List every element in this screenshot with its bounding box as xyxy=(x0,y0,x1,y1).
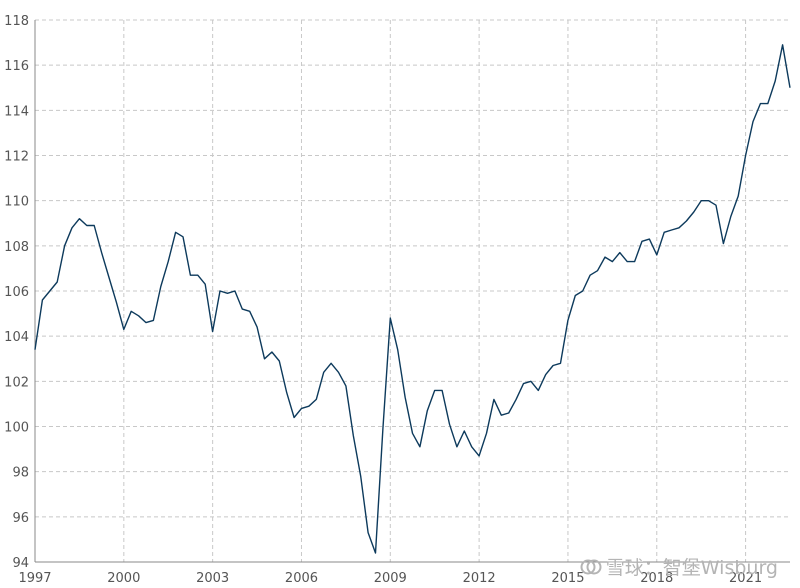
x-tick-label: 1997 xyxy=(18,571,51,586)
watermark-text: 雪球：智堡Wisburg xyxy=(605,557,778,579)
y-tick-label: 112 xyxy=(4,150,29,165)
x-tick-label: 2006 xyxy=(285,571,318,586)
x-tick-label: 2018 xyxy=(640,571,673,586)
x-tick-labels: 1997 2000 2003 2006 2009 2012 2015 2018 2021 xyxy=(18,571,762,586)
y-tick-label: 108 xyxy=(4,240,29,255)
y-tick-label: 104 xyxy=(4,330,29,345)
y-tick-label: 98 xyxy=(12,466,29,481)
x-tick-label: 2003 xyxy=(196,571,229,586)
y-tick-labels: 94 96 98 100 102 104 106 108 110 112 114 116 118 xyxy=(4,14,29,571)
snowball-logo-icon xyxy=(580,556,602,578)
x-tick-label: 2009 xyxy=(374,571,407,586)
x-tick-label: 2015 xyxy=(551,571,584,586)
y-tick-label: 116 xyxy=(4,59,29,74)
y-tick-label: 106 xyxy=(4,285,29,300)
series-line xyxy=(34,44,791,554)
y-tick-label: 118 xyxy=(4,14,29,29)
y-tick-label: 102 xyxy=(4,375,29,390)
series-layer xyxy=(34,44,791,554)
grid-layer xyxy=(35,19,790,562)
x-tick-label: 2021 xyxy=(729,571,762,586)
x-tick-label: 2000 xyxy=(107,571,140,586)
x-tick-label: 2012 xyxy=(463,571,496,586)
y-tick-label: 96 xyxy=(12,511,29,526)
y-tick-label: 114 xyxy=(4,104,29,119)
y-tick-label: 110 xyxy=(4,195,29,210)
watermark: 雪球：智堡Wisburg xyxy=(580,553,778,580)
y-tick-label: 100 xyxy=(4,421,29,436)
axis-layer xyxy=(34,20,790,563)
y-tick-label: 94 xyxy=(12,556,29,571)
